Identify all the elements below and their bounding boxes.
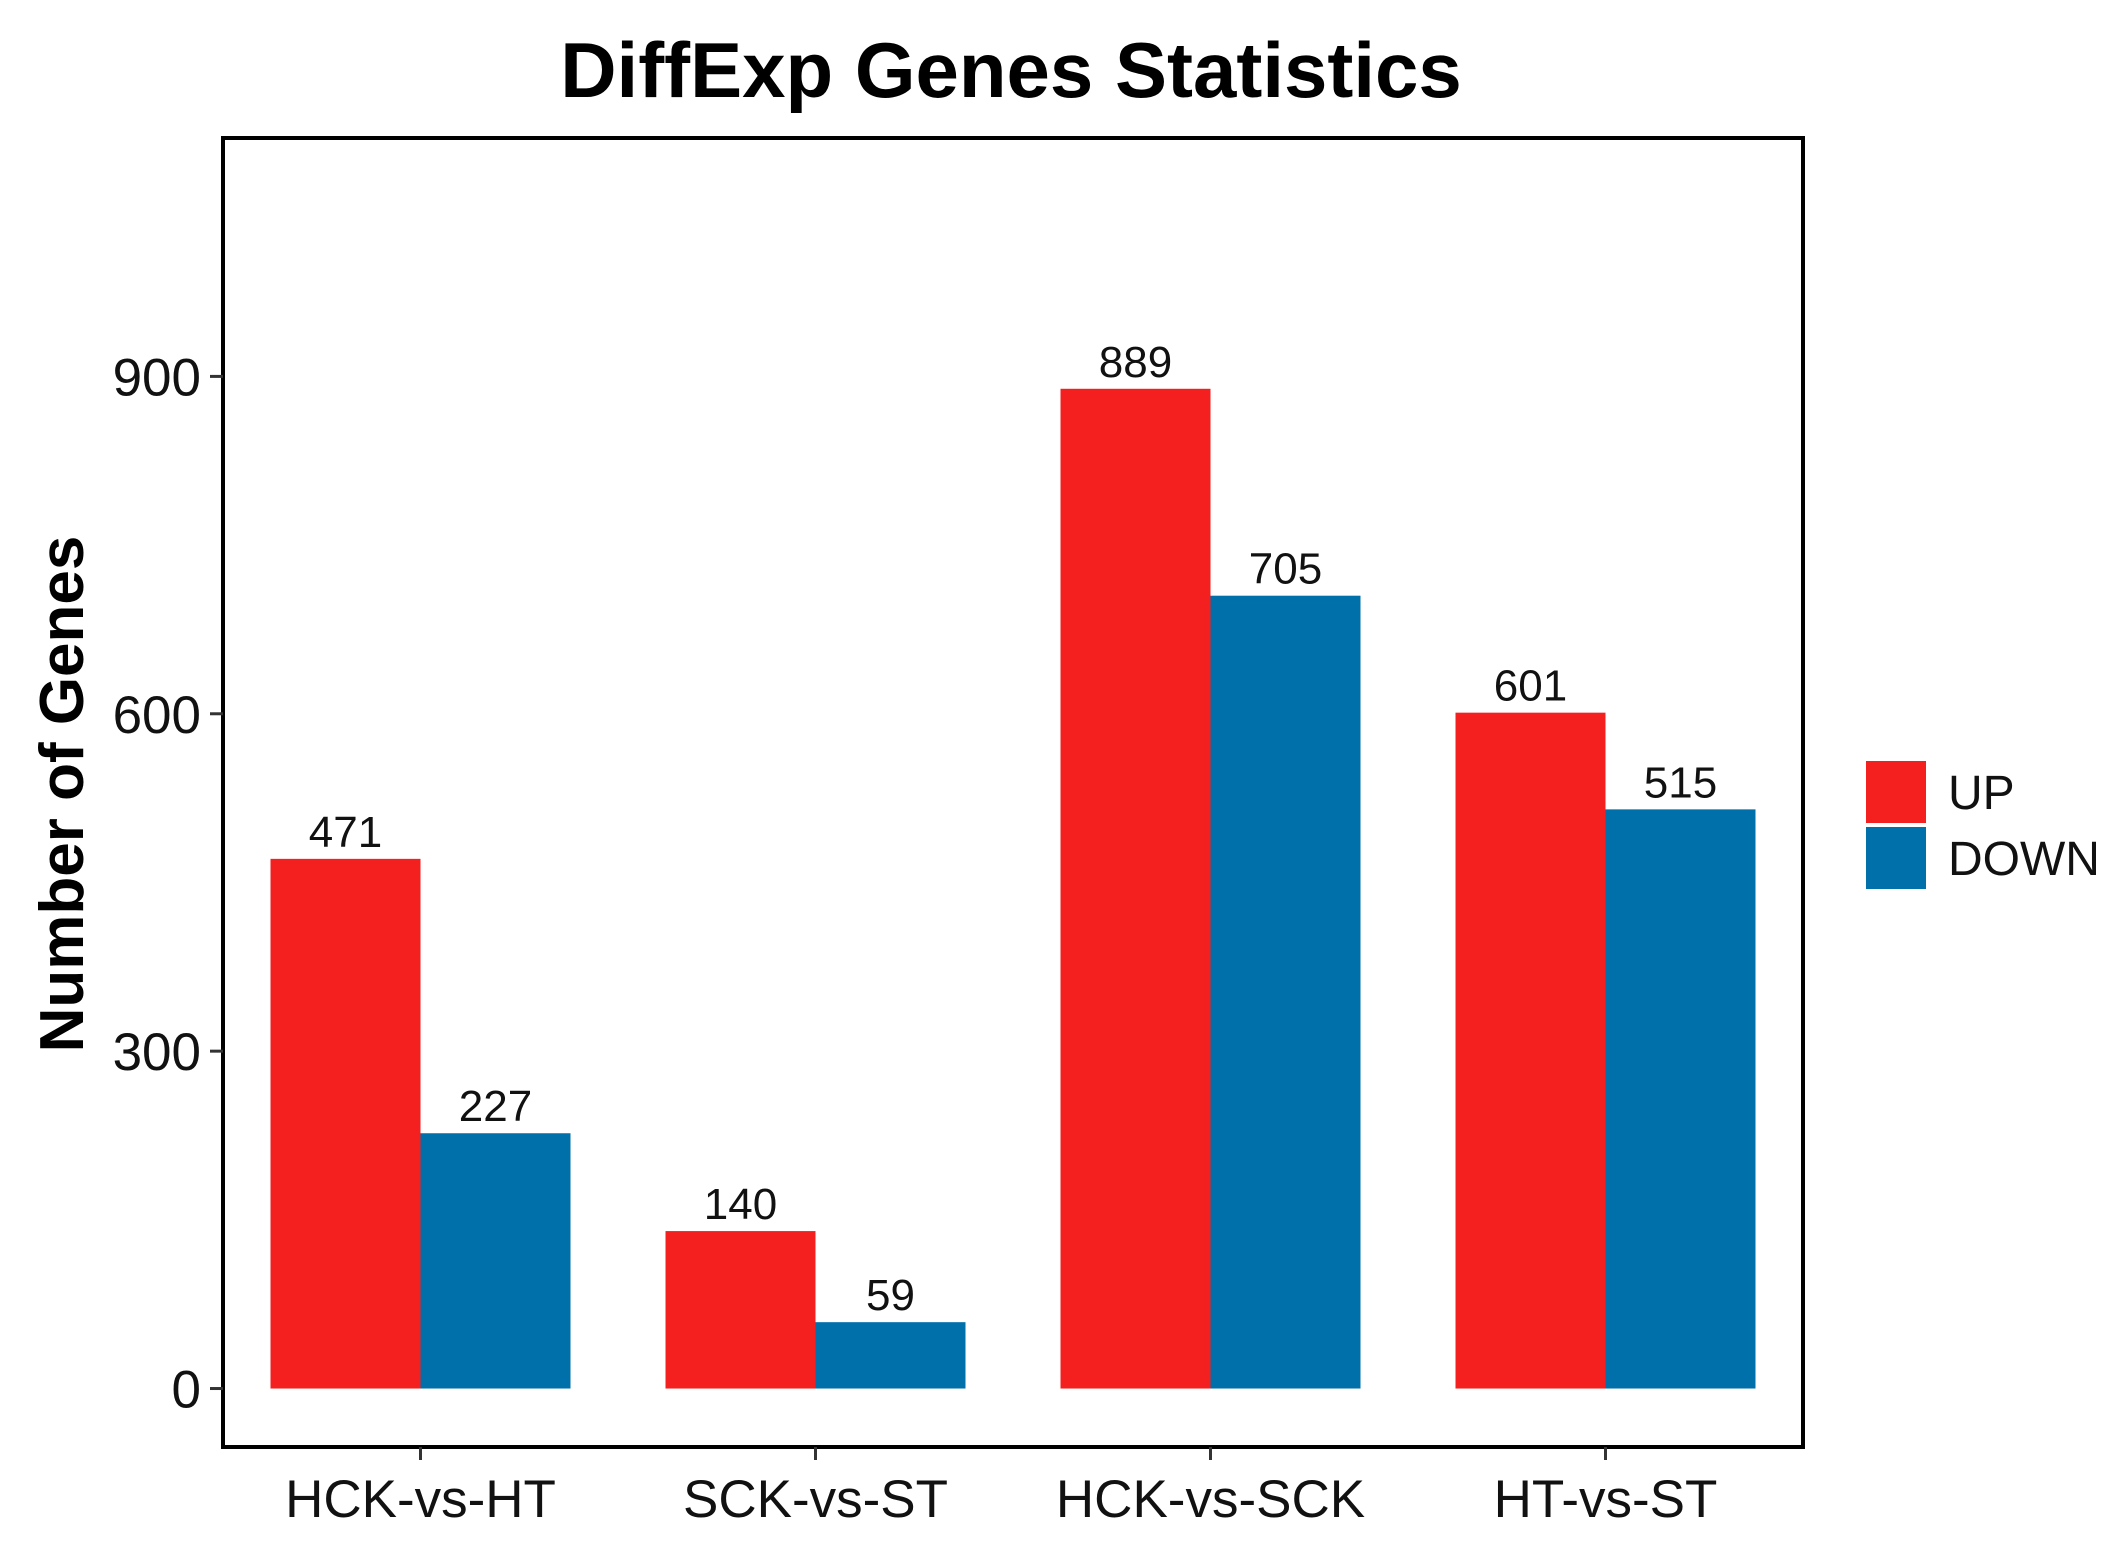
data-label: 515 xyxy=(1644,758,1717,807)
data-label: 471 xyxy=(309,808,382,857)
data-label: 601 xyxy=(1494,662,1567,711)
legend-key-down xyxy=(1866,827,1926,889)
legend-label-down: DOWN xyxy=(1948,833,2100,886)
y-axis-label: Number of Genes xyxy=(28,536,97,1053)
x-tick-label: HCK-vs-HT xyxy=(285,1470,556,1529)
plot-panel-border xyxy=(221,136,1805,1449)
bar-down-hck-vs-sck xyxy=(1210,595,1361,1389)
legend: UP DOWN xyxy=(1866,761,2100,889)
bar-up-hck-vs-ht xyxy=(270,858,421,1389)
bar-up-ht-vs-st xyxy=(1455,712,1606,1389)
value-labels-layer: 471 140 889 601 227 59 705 515 xyxy=(309,338,1717,1320)
bar-down-ht-vs-st xyxy=(1605,809,1756,1389)
y-tick-label: 300 xyxy=(113,1023,201,1082)
chart-title: DiffExp Genes Statistics xyxy=(560,26,1462,114)
data-label: 705 xyxy=(1249,545,1322,594)
y-axis: 0 300 600 900 xyxy=(113,348,223,1420)
y-tick-label: 0 xyxy=(172,1361,201,1420)
legend-key-up xyxy=(1866,761,1926,823)
x-axis: HCK-vs-HT SCK-vs-ST HCK-vs-SCK HT-vs-ST xyxy=(285,1447,1717,1529)
y-tick-label: 900 xyxy=(113,348,201,407)
data-label: 227 xyxy=(459,1082,532,1131)
data-label: 889 xyxy=(1099,338,1172,387)
bar-down-sck-vs-st xyxy=(815,1322,966,1389)
legend-label-up: UP xyxy=(1948,767,2015,820)
x-tick-label: HCK-vs-SCK xyxy=(1056,1470,1365,1529)
bar-down-hck-vs-ht xyxy=(420,1133,571,1389)
bars-layer xyxy=(270,388,1756,1389)
y-tick-label: 600 xyxy=(113,686,201,745)
data-label: 59 xyxy=(866,1271,915,1320)
bar-up-sck-vs-st xyxy=(665,1231,816,1389)
bar-up-hck-vs-sck xyxy=(1060,388,1211,1389)
data-label: 140 xyxy=(704,1180,777,1229)
x-tick-label: SCK-vs-ST xyxy=(683,1470,948,1529)
x-tick-label: HT-vs-ST xyxy=(1494,1470,1718,1529)
